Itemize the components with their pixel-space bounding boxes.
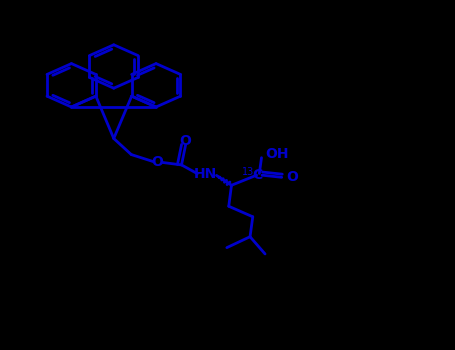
Text: OH: OH xyxy=(265,147,288,161)
Text: O: O xyxy=(151,155,163,169)
Text: O: O xyxy=(286,170,298,184)
Text: 13: 13 xyxy=(242,167,254,177)
Text: HN: HN xyxy=(194,167,217,181)
Text: C: C xyxy=(252,168,262,182)
Text: O: O xyxy=(180,134,192,148)
